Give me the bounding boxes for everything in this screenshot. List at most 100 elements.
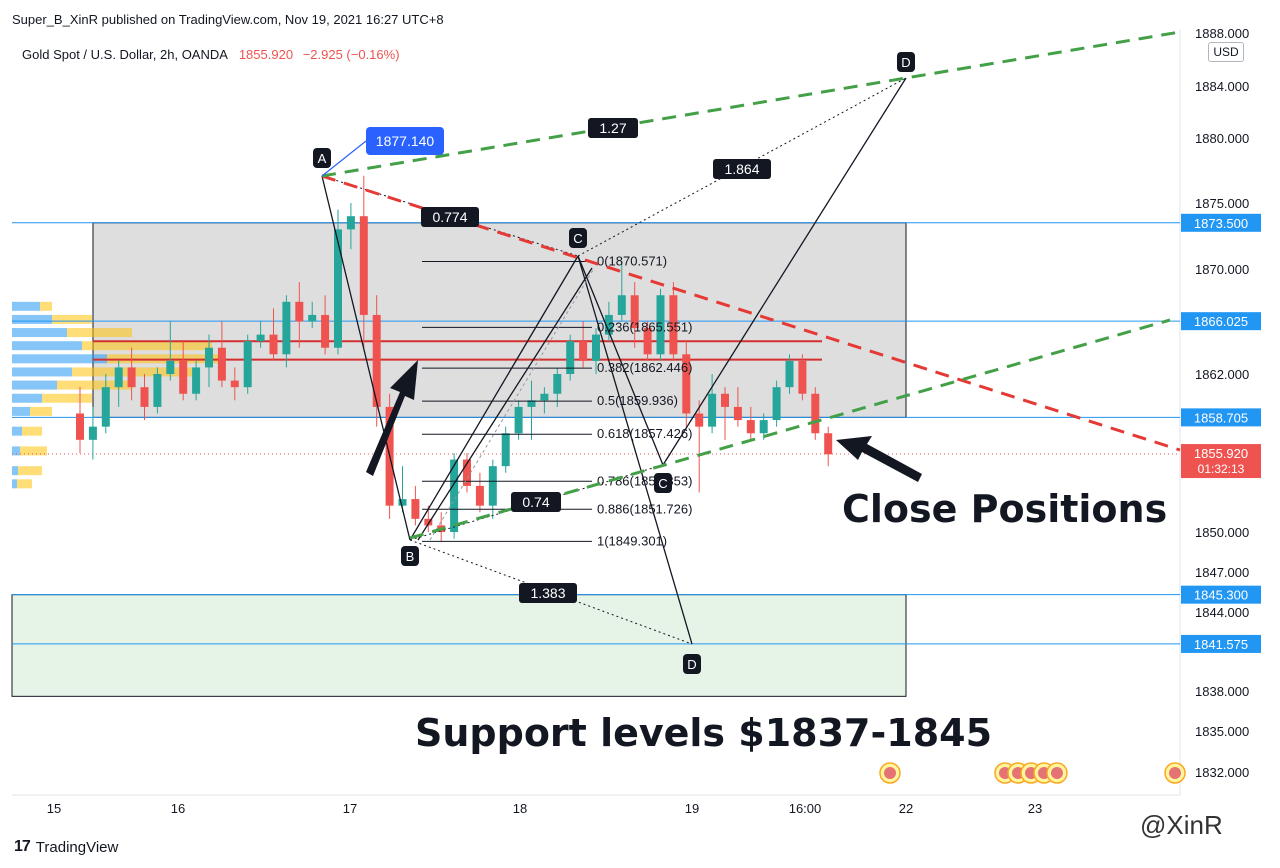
candle-body	[566, 341, 575, 374]
candle-body	[733, 406, 742, 421]
candle-body	[256, 334, 265, 342]
price-axis-label: 1875.000	[1195, 196, 1249, 211]
candle-body	[746, 420, 755, 434]
candle-body	[811, 393, 820, 434]
time-axis-label: 19	[685, 801, 699, 816]
volume-profile-bar	[12, 466, 18, 476]
ratio-badge-bg	[511, 492, 561, 512]
last-price: 1855.920	[238, 47, 294, 62]
symbol-title: Gold Spot / U.S. Dollar, 2h, OANDA	[22, 47, 228, 62]
candle-body	[269, 334, 278, 355]
price-level-badge	[1181, 634, 1261, 653]
candle-body	[153, 374, 162, 407]
volume-profile-bar	[12, 406, 30, 416]
candle-body	[88, 426, 97, 440]
point-d-upper: D	[897, 52, 915, 72]
price-axis-label: 1862.000	[1195, 367, 1249, 382]
volume-profile-bar	[12, 479, 17, 489]
candle-body	[424, 518, 433, 526]
point-c: C	[569, 228, 587, 248]
candle-body	[127, 367, 136, 388]
price-axis-label: 1880.000	[1195, 131, 1249, 146]
price-callout-bg	[366, 127, 444, 155]
fib-level-label: 1(1849.301)	[597, 533, 667, 548]
candle-body	[295, 301, 304, 322]
candle-body	[450, 459, 459, 532]
candle-body	[682, 354, 691, 414]
candle-body	[643, 328, 652, 355]
ratio-badge-bg	[519, 583, 577, 603]
price-level-badge	[1181, 408, 1261, 427]
volume-profile-bar	[18, 466, 42, 476]
price-axis-label: 1884.000	[1195, 79, 1249, 94]
price-axis-label: 1835.000	[1195, 724, 1249, 739]
tradingview-brand: 17 TradingView	[14, 838, 118, 856]
ratio-lower: 0.74	[511, 492, 561, 512]
price-axis-label: 1832.000	[1195, 765, 1249, 780]
pattern-leg	[417, 267, 593, 541]
brand-name: TradingView	[35, 838, 119, 856]
volume-profile-bar	[12, 301, 40, 311]
pattern-point-badge	[313, 148, 331, 168]
candle-body	[540, 393, 549, 401]
volume-profile-bar	[30, 406, 52, 416]
candle-body	[553, 374, 562, 394]
price-change: −2.925 (−0.16%)	[302, 47, 400, 62]
time-axis: 15 16 17 18 19 16:00 22 23	[47, 801, 1042, 816]
countdown-timer: 01:32:13	[1198, 462, 1245, 476]
candle-body	[772, 387, 781, 421]
candle-body	[798, 360, 807, 394]
candle-body	[398, 499, 407, 506]
ratio-badge-text: 1.383	[530, 585, 565, 601]
candle-body	[463, 459, 471, 486]
candle-body	[592, 334, 600, 361]
currency-badge[interactable]: USD	[1208, 42, 1244, 62]
candle-body	[321, 314, 330, 348]
volume-profile-bar	[17, 479, 32, 489]
pattern-point-label: C	[658, 476, 667, 491]
time-axis-label: 22	[899, 801, 913, 816]
pattern-point-label: B	[406, 549, 415, 564]
price-level-badge-text: 1845.300	[1194, 588, 1248, 603]
green-trendline-lower	[409, 318, 1171, 540]
publisher-info: Super_B_XinR published on TradingView.co…	[12, 12, 444, 27]
price-level-badge-text: 1858.705	[1194, 410, 1248, 425]
candle-body	[604, 314, 613, 335]
price-level-badge	[1181, 312, 1261, 331]
candle-body	[708, 393, 717, 427]
price-axis-label: 1870.000	[1195, 262, 1249, 277]
candle-body	[721, 393, 729, 407]
volume-profile-bar	[12, 328, 67, 338]
ratio-badge-bg	[588, 118, 638, 138]
candle-body	[785, 360, 794, 388]
pointer-arrow-icon	[836, 436, 922, 482]
pattern-point-badge	[654, 473, 672, 493]
candles	[76, 175, 833, 542]
candle-body	[656, 295, 665, 355]
candle-body	[140, 387, 149, 407]
close-positions-annotation: Close Positions	[842, 487, 1167, 531]
volume-profile-bar	[42, 393, 92, 403]
price-axis-label: 1850.000	[1195, 525, 1249, 540]
event-flags	[879, 762, 1186, 784]
candle-body	[501, 433, 510, 467]
ratio-badge-text: 0.774	[432, 209, 467, 225]
candle-body	[346, 216, 355, 230]
candle-body	[630, 295, 639, 329]
candle-body	[488, 466, 497, 506]
point-a: A	[313, 148, 331, 168]
ratio-badge-text: 0.74	[522, 494, 549, 510]
pattern-point-label: C	[573, 231, 582, 246]
us-flag-inner	[884, 767, 896, 779]
ratio-ac: 0.774	[421, 207, 479, 227]
candle-body	[514, 406, 523, 434]
candle-body	[205, 347, 213, 368]
volume-profile-bar	[12, 354, 107, 364]
time-axis-label: 17	[343, 801, 357, 816]
candle-body	[824, 433, 833, 455]
candle-body	[101, 387, 110, 427]
volume-profile-bar	[12, 426, 22, 436]
price-level-badge-text: 1866.025	[1194, 314, 1248, 329]
pattern-point-label: D	[901, 55, 910, 70]
